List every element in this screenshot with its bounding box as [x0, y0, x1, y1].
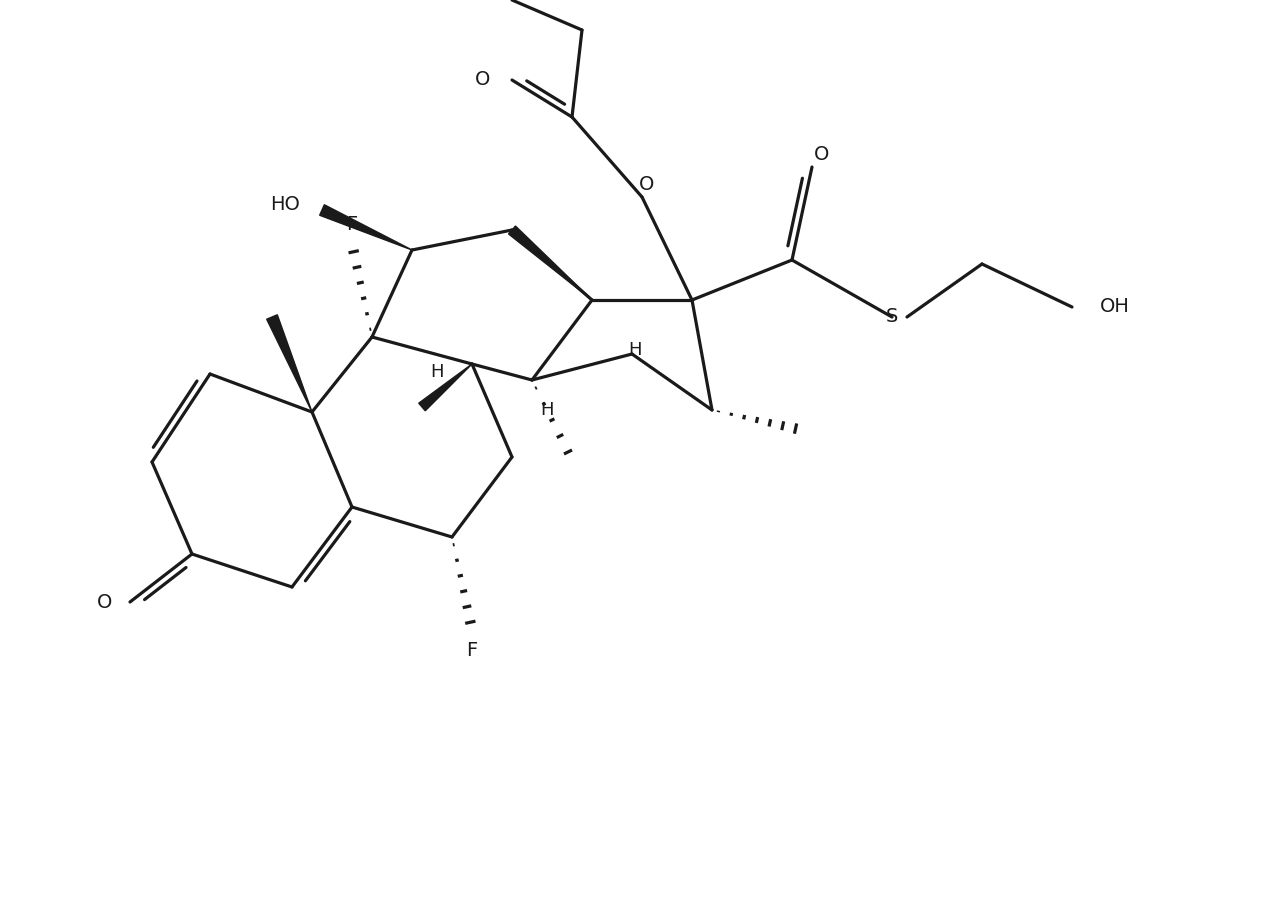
- Text: OH: OH: [1099, 298, 1130, 317]
- Text: H: H: [540, 401, 554, 419]
- Text: F: F: [466, 640, 478, 659]
- Polygon shape: [267, 315, 311, 412]
- Polygon shape: [320, 205, 412, 250]
- Polygon shape: [508, 226, 592, 300]
- Text: O: O: [815, 145, 830, 164]
- Text: O: O: [97, 593, 112, 612]
- Polygon shape: [418, 364, 472, 410]
- Text: F: F: [347, 215, 357, 234]
- Text: H: H: [431, 363, 444, 381]
- Text: HO: HO: [271, 196, 300, 215]
- Text: S: S: [886, 308, 899, 327]
- Text: O: O: [474, 70, 491, 89]
- Text: O: O: [639, 176, 655, 195]
- Text: H: H: [628, 341, 642, 359]
